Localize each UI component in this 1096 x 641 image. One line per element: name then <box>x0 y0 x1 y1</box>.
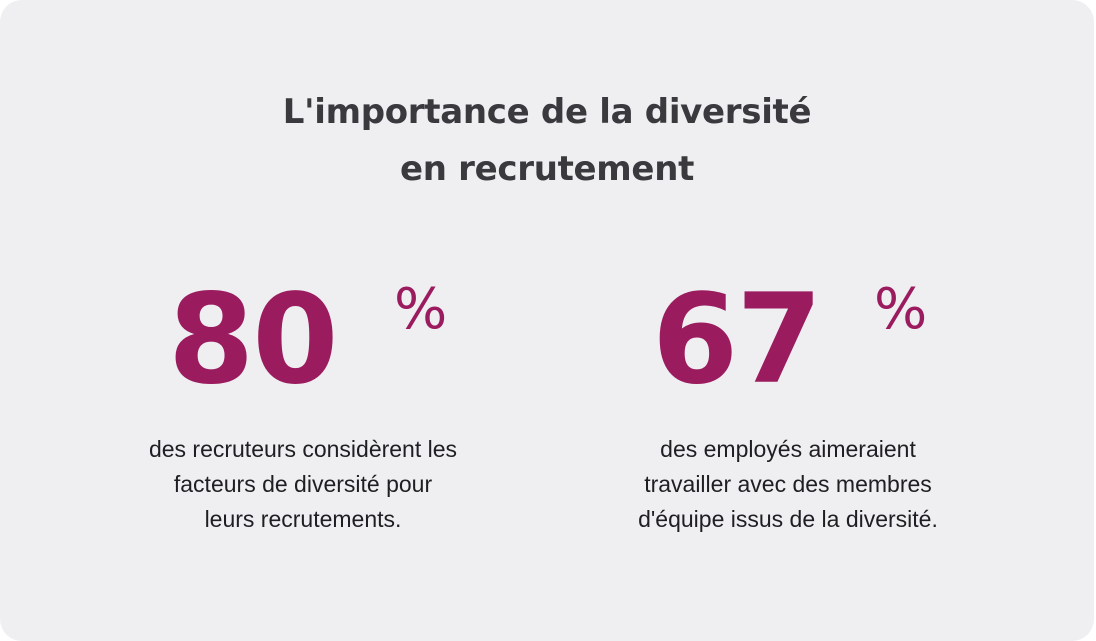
percent-sign: % <box>874 277 928 342</box>
stat-recruiters: 80 % <box>168 270 468 410</box>
stat-employees: 67 % <box>652 270 952 410</box>
description-line: facteurs de diversité pour <box>173 471 433 497</box>
description-line: des recruteurs considèrent les <box>148 436 458 462</box>
percent-sign: % <box>394 277 448 342</box>
description-line: travailler avec des membres <box>644 471 932 497</box>
title-line-2: en recrutement <box>399 149 695 189</box>
title-line-1: L'importance de la diversité <box>282 92 812 132</box>
stat-description-employees: des employés aimeraient travailler avec … <box>568 432 1008 537</box>
description-line: d'équipe issus de la diversité. <box>638 506 938 532</box>
stat-value-recruiters: 80 <box>168 268 339 412</box>
stat-description-recruiters: des recruteurs considèrent les facteurs … <box>83 432 523 537</box>
description-line: des employés aimeraient <box>660 436 916 462</box>
description-line: leurs recrutements. <box>204 506 402 532</box>
stat-value-employees: 67 <box>652 268 823 412</box>
